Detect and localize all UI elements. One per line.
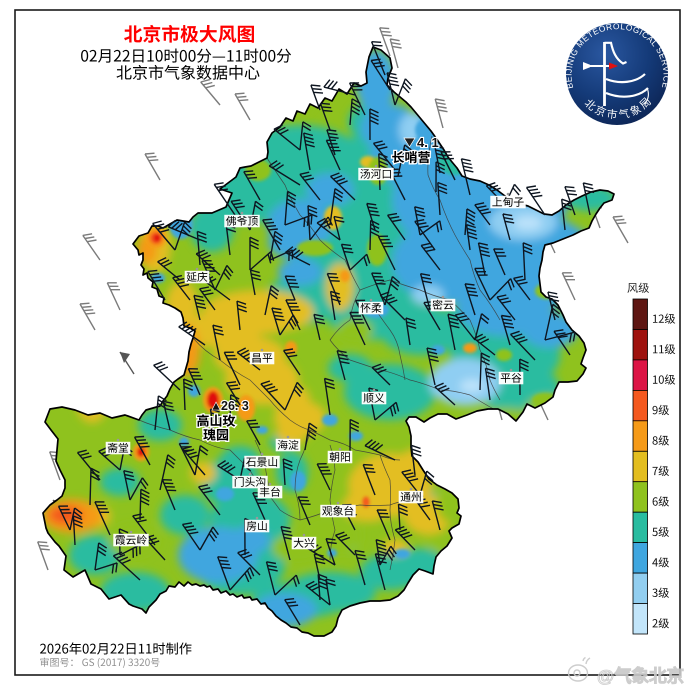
svg-text:@气象北京: @气象北京 bbox=[597, 666, 684, 686]
svg-text:4. 1: 4. 1 bbox=[417, 135, 439, 150]
svg-text:26. 3: 26. 3 bbox=[221, 399, 249, 413]
